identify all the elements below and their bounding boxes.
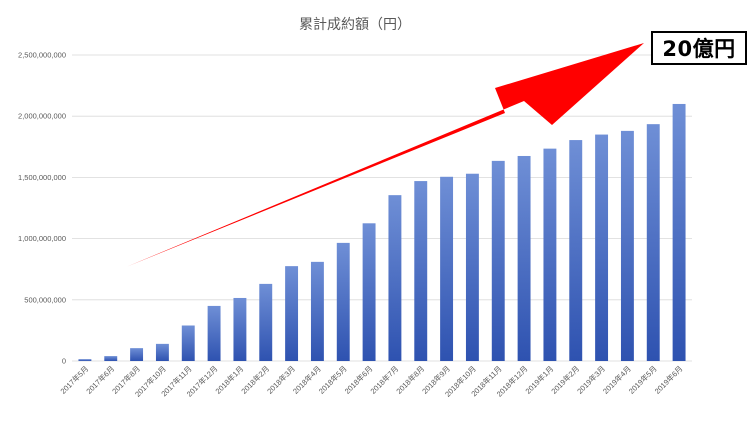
bar [104, 356, 118, 361]
y-tick-label: 0 [62, 357, 66, 366]
bar [336, 242, 350, 361]
y-tick-label: 1,500,000,000 [18, 173, 66, 182]
bar [543, 148, 557, 361]
bar [233, 297, 247, 361]
bar [78, 359, 92, 361]
growth-arrow-icon [126, 43, 644, 267]
bar [259, 283, 273, 361]
x-axis-ticks: 2017年5月2017年6月2017年8月2017年10月2017年11月201… [58, 363, 685, 398]
bar [440, 176, 454, 361]
bar [646, 124, 660, 361]
y-tick-label: 2,500,000,000 [18, 51, 66, 60]
bars [78, 103, 686, 362]
bar [517, 155, 531, 361]
bar [491, 160, 505, 361]
y-axis-ticks: 0 500,000,000 1,000,000,000 1,500,000,000 2,… [18, 51, 66, 366]
callout-label: 20億円 [662, 37, 736, 61]
bar [362, 223, 376, 361]
y-tick-label: 2,000,000,000 [18, 112, 66, 121]
bar [181, 325, 195, 361]
y-tick-label: 500,000,000 [24, 295, 66, 304]
bar [310, 261, 324, 361]
bar [155, 343, 169, 361]
bar [569, 140, 583, 361]
bar [672, 103, 686, 362]
bar [130, 348, 144, 361]
bar [207, 305, 221, 361]
bar [595, 134, 609, 361]
grid-lines [72, 54, 692, 362]
x-tick-label: 2019年6月 [652, 363, 684, 395]
bar [465, 173, 479, 361]
bar [388, 195, 402, 361]
bar [620, 130, 634, 361]
callout-box: 20億円 [651, 31, 747, 65]
bar [414, 181, 428, 361]
chart-title: 累計成約額（円） [299, 17, 411, 33]
bar [285, 266, 299, 361]
y-tick-label: 1,000,000,000 [18, 234, 66, 243]
